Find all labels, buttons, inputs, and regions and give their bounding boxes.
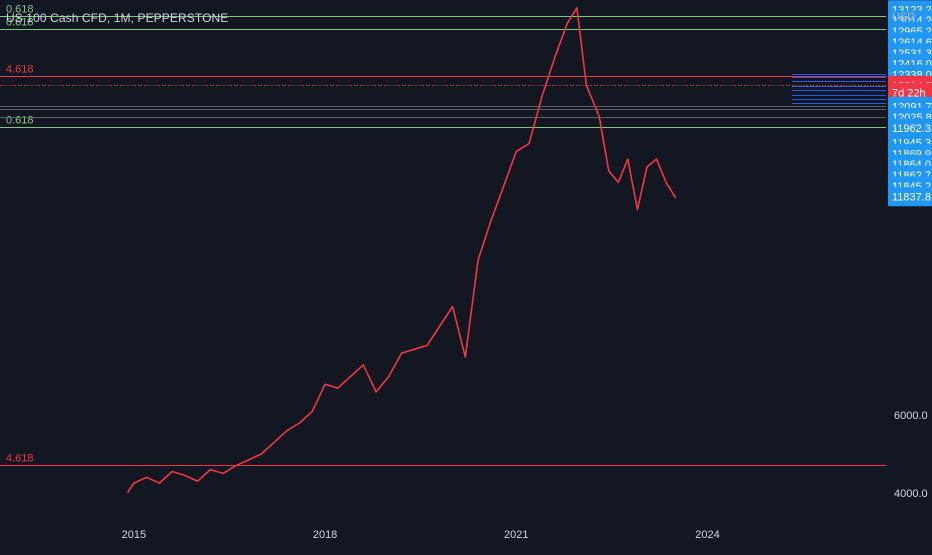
price-tag-label: 11962.3 bbox=[892, 123, 931, 135]
x-tick-label: 2015 bbox=[122, 529, 146, 541]
price-tag: 11837.8 bbox=[888, 187, 932, 207]
fib-level-label: 4.618 bbox=[6, 64, 34, 76]
price-tag-label: 7d 22h bbox=[892, 87, 926, 99]
y-tick-label: 6000.0 bbox=[894, 410, 928, 422]
x-tick-label: 2018 bbox=[313, 529, 337, 541]
price-tag: 11962.3 bbox=[888, 118, 932, 138]
price-tag-bg bbox=[888, 118, 932, 138]
price-tag-bg bbox=[888, 187, 932, 207]
fib-level-label: 0.618 bbox=[6, 17, 34, 29]
x-tick-label: 2021 bbox=[504, 529, 528, 541]
price-levels-layer bbox=[0, 74, 886, 118]
currency-label: USD bbox=[892, 11, 916, 23]
price-axis[interactable]: 6000.0 4000.0 bbox=[894, 410, 928, 500]
x-tick-label: 2024 bbox=[695, 529, 719, 541]
fib-level-label: 0.618 bbox=[6, 4, 34, 16]
fib-level-label: 0.618 bbox=[6, 115, 34, 127]
time-axis[interactable]: 2015 2018 2021 2024 bbox=[122, 529, 720, 541]
price-tag-label: 11837.8 bbox=[892, 192, 931, 204]
y-tick-label: 4000.0 bbox=[894, 488, 928, 500]
symbol-title[interactable]: US 100 Cash CFD, 1M, PEPPERSTONE bbox=[6, 11, 229, 25]
series-layer bbox=[126, 7, 677, 494]
price-tags-layer: 13123.213014.212965.212614.612531.312416… bbox=[888, 0, 932, 207]
price-series-line bbox=[126, 7, 677, 494]
fib-level-label: 4.618 bbox=[6, 453, 34, 465]
